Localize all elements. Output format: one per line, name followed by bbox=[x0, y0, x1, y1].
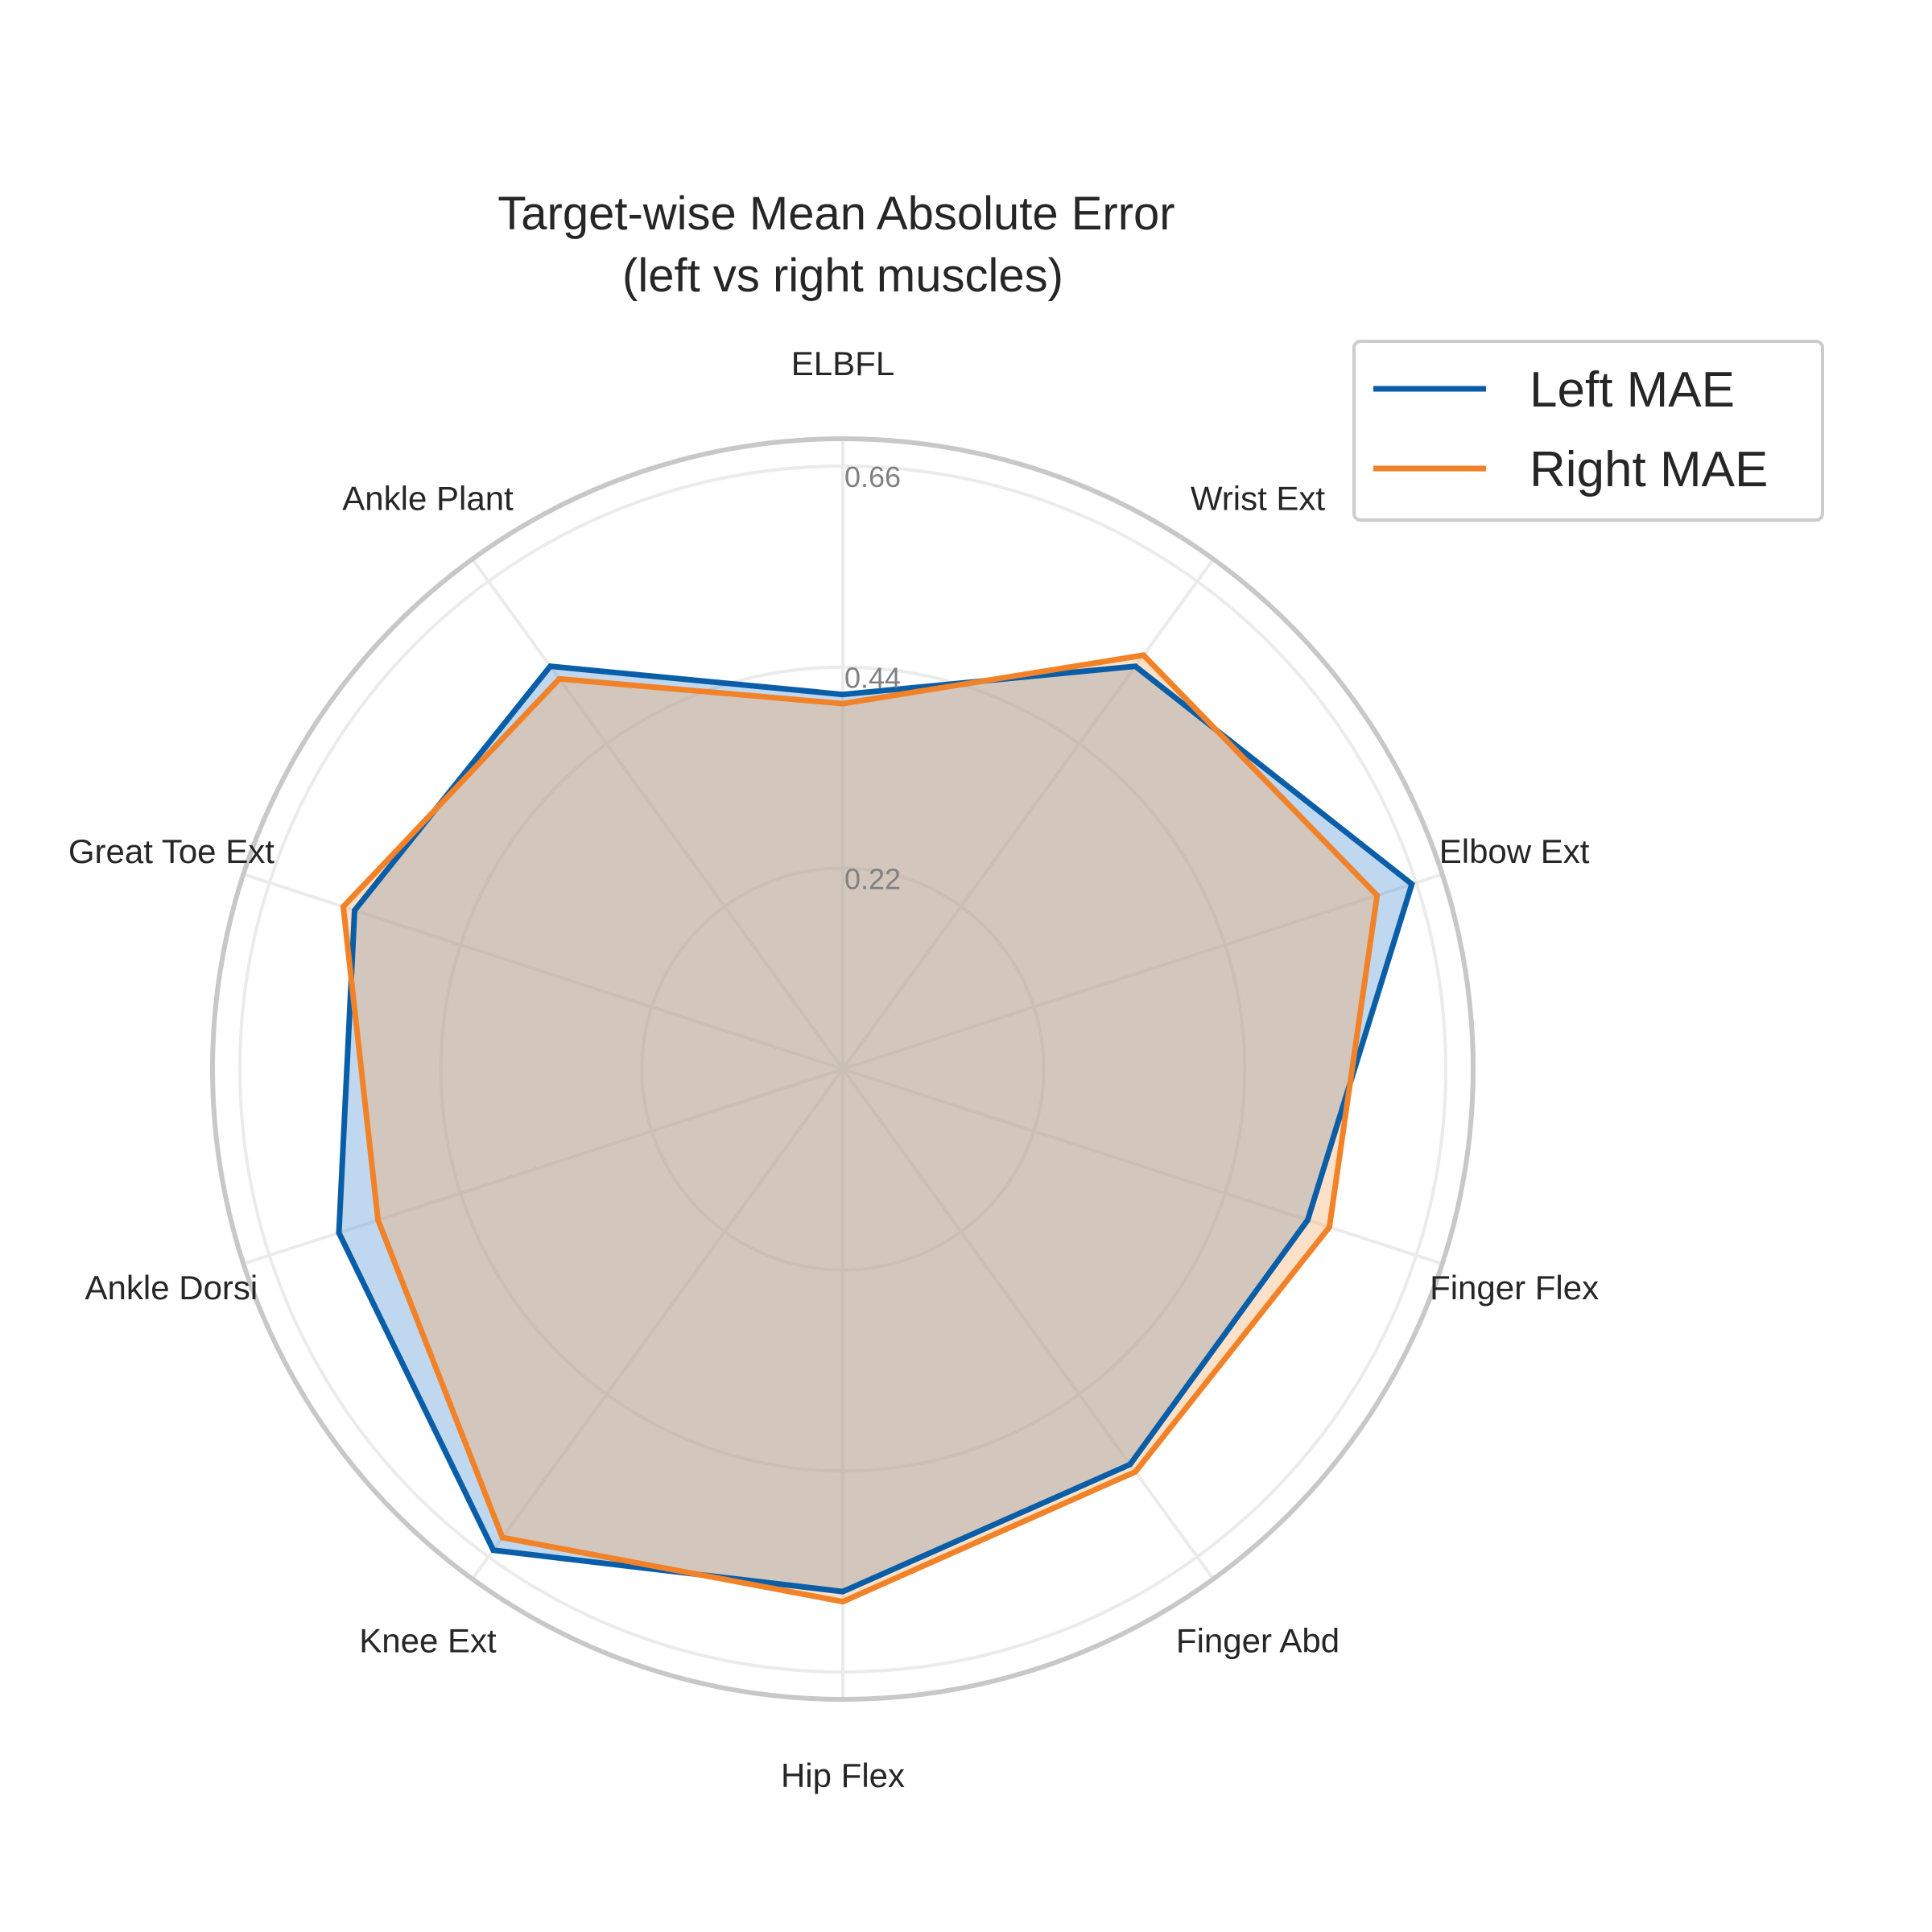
series-line-2 bbox=[340, 652, 1381, 1605]
category-label-10: Ankle Plant bbox=[342, 480, 514, 518]
spoke-7 bbox=[471, 1067, 844, 1580]
legend-label-2: Right MAE bbox=[1530, 442, 1768, 497]
category-label-3: Elbow Ext bbox=[1439, 832, 1590, 870]
category-label-8: Ankle Dorsi bbox=[85, 1269, 258, 1307]
spoke-10 bbox=[471, 558, 844, 1071]
series-fill-2 bbox=[343, 654, 1377, 1602]
category-label-2: Wrist Ext bbox=[1191, 480, 1326, 518]
category-label-5: Finger Abd bbox=[1176, 1622, 1340, 1660]
legend-label-1: Left MAE bbox=[1530, 362, 1735, 418]
category-label-6: Hip Flex bbox=[781, 1757, 905, 1794]
outer-circle bbox=[210, 436, 1476, 1702]
chart-title: Target-wise Mean Absolute Error (left vs… bbox=[497, 188, 1188, 302]
legend: Left MAE Right MAE bbox=[1352, 340, 1824, 522]
category-label-1: ELBFL bbox=[791, 345, 894, 382]
category-label-7: Knee Ext bbox=[359, 1622, 497, 1660]
chart-title-line-1: Target-wise Mean Absolute Error bbox=[497, 188, 1174, 240]
radial-tick-label-3: 0.66 bbox=[844, 460, 901, 493]
category-label-9: Great Toe Ext bbox=[68, 832, 275, 870]
radial-tick-label-1: 0.22 bbox=[844, 862, 901, 895]
category-label-4: Finger Flex bbox=[1430, 1269, 1599, 1307]
radial-tick-labels: 0.22 0.44 0.66 bbox=[844, 460, 901, 895]
spoke-8 bbox=[242, 1067, 844, 1265]
spoke-4 bbox=[842, 1067, 1443, 1265]
spoke-2 bbox=[841, 558, 1215, 1071]
radar-series bbox=[336, 652, 1415, 1605]
spoke-3 bbox=[842, 873, 1443, 1071]
series-fill-1 bbox=[339, 666, 1412, 1592]
spoke-5 bbox=[841, 1067, 1215, 1580]
category-labels: ELBFL Wrist Ext Elbow Ext Finger Flex Finger… bbox=[68, 345, 1599, 1794]
chart-title-line-2: (left vs right muscles) bbox=[622, 250, 1063, 302]
radial-tick-label-2: 0.44 bbox=[844, 662, 901, 695]
